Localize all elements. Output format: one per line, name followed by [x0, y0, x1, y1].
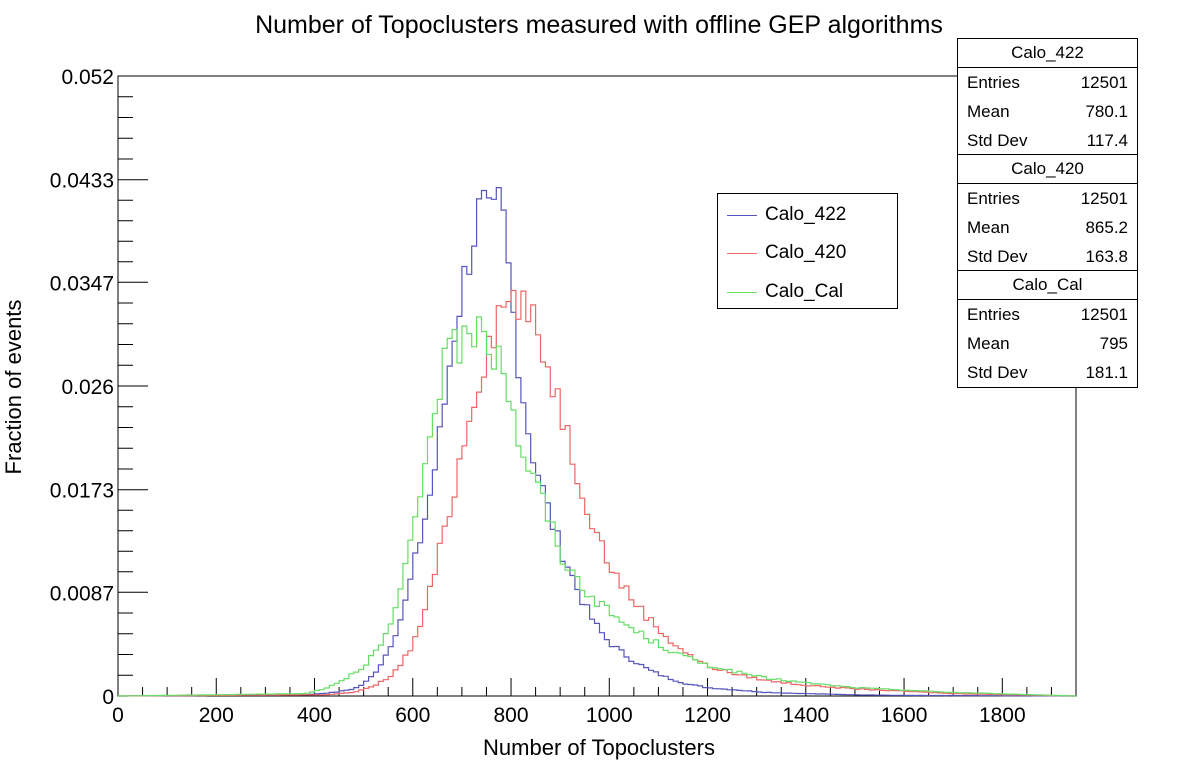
- stats-label: Std Dev: [967, 247, 1028, 266]
- stats-row-entries: Entries 12501: [958, 184, 1137, 213]
- stats-row-entries: Entries 12501: [958, 300, 1137, 329]
- y-tick-label: 0.0433: [50, 170, 114, 193]
- y-tick-label: 0.052: [61, 66, 114, 89]
- legend: Calo_422 Calo_420 Calo_Cal: [717, 193, 898, 309]
- series-layer: [118, 187, 1076, 697]
- legend-label-calo-420: Calo_420: [765, 242, 847, 263]
- stats-label: Entries: [967, 73, 1020, 92]
- stats-label: Mean: [967, 218, 1010, 237]
- stats-title: Calo_420: [958, 155, 1137, 184]
- y-tick-label: 0.0087: [50, 582, 114, 605]
- stats-label: Mean: [967, 102, 1010, 121]
- x-tick-label: 800: [494, 704, 529, 727]
- legend-entry-calo-422: Calo_422: [718, 203, 846, 227]
- y-tick-label: 0.0347: [50, 272, 114, 295]
- x-tick-label: 1800: [979, 704, 1026, 727]
- stats-value: 12501: [1080, 189, 1128, 208]
- x-tick-label: 400: [297, 704, 332, 727]
- x-tick-label: 600: [395, 704, 430, 727]
- series-line-calo-420: [118, 289, 1076, 697]
- stats-box-calo-cal: Calo_Cal Entries 12501 Mean 795 Std Dev 181…: [957, 270, 1138, 388]
- stats-value: 780.1: [1085, 102, 1128, 121]
- x-tick-label: 1400: [782, 704, 829, 727]
- series-line-calo-422: [118, 187, 1076, 697]
- legend-entry-calo-420: Calo_420: [718, 241, 846, 265]
- stats-row-entries: Entries 12501: [958, 68, 1137, 97]
- stats-row-mean: Mean 865.2: [958, 213, 1137, 242]
- y-tick-label: 0.0173: [50, 480, 114, 503]
- legend-entry-calo-cal: Calo_Cal: [718, 280, 843, 304]
- stats-value: 795: [1099, 334, 1128, 353]
- legend-swatch-calo-420: [727, 252, 757, 254]
- legend-label-calo-422: Calo_422: [765, 204, 847, 225]
- x-tick-label: 0: [112, 704, 124, 727]
- legend-swatch-calo-422: [727, 214, 757, 216]
- x-tick-label: 1600: [881, 704, 928, 727]
- plot-frame: [117, 75, 1077, 697]
- stats-row-std-dev: Std Dev 163.8: [958, 242, 1137, 271]
- stats-row-std-dev: Std Dev 117.4: [958, 126, 1137, 155]
- series-line-calo-cal: [118, 316, 1076, 697]
- stats-label: Mean: [967, 334, 1010, 353]
- x-tick-label: 200: [199, 704, 234, 727]
- stats-label: Entries: [967, 305, 1020, 324]
- stats-value: 163.8: [1085, 247, 1128, 266]
- stats-label: Std Dev: [967, 363, 1028, 382]
- stats-title: Calo_Cal: [958, 271, 1137, 300]
- y-axis: 0 0.0087 0.0173 0.026 0.0347 0.0433 0.052: [50, 66, 148, 709]
- stats-title: Calo_422: [958, 39, 1137, 68]
- x-axis-label: Number of Topoclusters: [483, 735, 715, 760]
- stats-row-mean: Mean 780.1: [958, 97, 1137, 126]
- y-tick-label: 0: [102, 686, 114, 709]
- x-tick-label: 1000: [586, 704, 633, 727]
- legend-swatch-calo-cal: [727, 291, 757, 293]
- y-axis-label: Fraction of events: [1, 300, 26, 475]
- stats-value: 865.2: [1085, 218, 1128, 237]
- stats-value: 12501: [1080, 305, 1128, 324]
- legend-label-calo-cal: Calo_Cal: [765, 281, 844, 302]
- chart-title: Number of Topoclusters measured with off…: [255, 11, 943, 39]
- stats-label: Entries: [967, 189, 1020, 208]
- stats-label: Std Dev: [967, 131, 1028, 150]
- x-axis: 0 200 400 600 800 1000 1200 1400 1600 1800: [112, 678, 1077, 727]
- stats-value: 117.4: [1086, 131, 1128, 150]
- y-tick-label: 0.026: [61, 376, 114, 399]
- stats-value: 12501: [1080, 73, 1128, 92]
- x-tick-label: 1200: [684, 704, 731, 727]
- stats-box-calo-420: Calo_420 Entries 12501 Mean 865.2 Std Dev 1…: [957, 154, 1138, 272]
- stats-value: 181.1: [1085, 363, 1128, 382]
- stats-box-calo-422: Calo_422 Entries 12501 Mean 780.1 Std Dev 1…: [957, 38, 1138, 156]
- stats-row-mean: Mean 795: [958, 329, 1137, 358]
- stats-row-std-dev: Std Dev 181.1: [958, 358, 1137, 387]
